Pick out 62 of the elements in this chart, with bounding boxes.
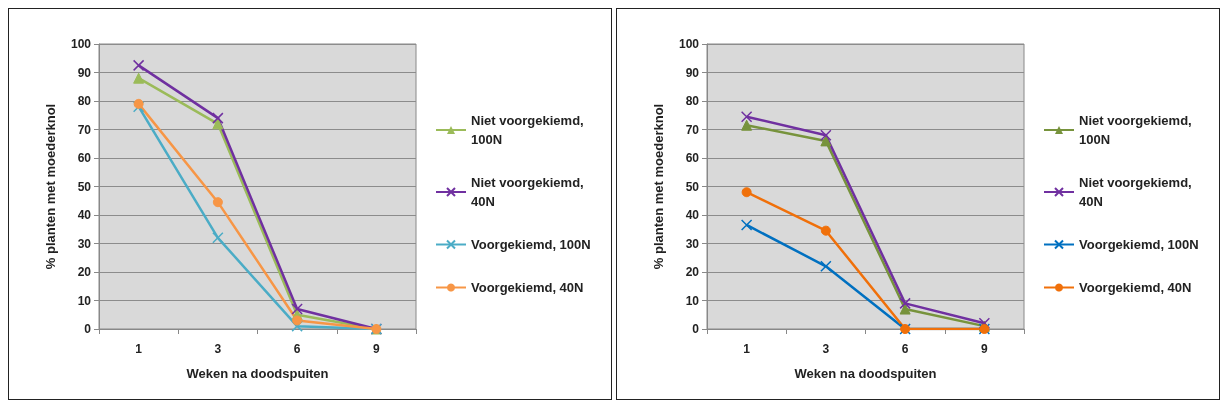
- legend-label: Voorgekiemd, 40N: [471, 280, 584, 295]
- x-tick-label: 6: [901, 342, 909, 356]
- y-tick-label: 90: [77, 65, 92, 80]
- point: [291, 303, 303, 315]
- legend-label: Niet voorgekiemd, 100N: [1079, 113, 1196, 147]
- y-tick-label: 30: [77, 236, 92, 251]
- y-tick-label: 100: [678, 37, 700, 51]
- x-tick-label: 9: [981, 342, 989, 356]
- y-tick-label: 60: [685, 151, 700, 165]
- point: [212, 118, 224, 130]
- point: [741, 187, 752, 198]
- y-tick-label: 70: [685, 122, 700, 137]
- x-tick-label: 9: [373, 342, 381, 356]
- y-tick-label: 10: [77, 293, 92, 308]
- y-tick-label: 10: [685, 293, 700, 308]
- x-axis-title: Weken na doodspuiten: [794, 366, 937, 381]
- legend-label: Niet voorgekiemd, 40N: [1079, 175, 1196, 209]
- y-tick-label: 40: [77, 208, 92, 222]
- y-tick-label: 100: [70, 37, 92, 51]
- y-tick-label: 50: [685, 179, 700, 194]
- point: [740, 219, 753, 231]
- point: [132, 59, 145, 72]
- y-axis-title: % planten met moederknol: [43, 103, 58, 270]
- legend-label: Voorgekiemd, 40N: [1079, 280, 1192, 295]
- x-tick-label: 1: [135, 342, 143, 356]
- x-tick-label: 3: [822, 342, 830, 356]
- y-tick-label: 60: [77, 151, 92, 165]
- x-tick-label: 3: [214, 342, 222, 356]
- legend-label: Voorgekiemd, 100N: [471, 237, 591, 252]
- point: [899, 297, 911, 310]
- point: [132, 100, 145, 113]
- y-axis-title: % planten met moederknol: [651, 103, 666, 270]
- x-axis-title: Weken na doodspuiten: [186, 366, 329, 381]
- point: [820, 260, 832, 273]
- x-tick-label: 6: [293, 342, 301, 356]
- y-tick-label: 70: [77, 122, 92, 137]
- point: [212, 232, 224, 244]
- y-tick-label: 20: [685, 265, 700, 279]
- point: [899, 303, 911, 315]
- point: [820, 129, 832, 141]
- point: [212, 197, 223, 208]
- point: [820, 225, 831, 236]
- point: [133, 72, 145, 84]
- x-tick-label: 1: [743, 342, 751, 356]
- point: [212, 112, 224, 124]
- point: [820, 135, 832, 147]
- y-tick-label: 80: [685, 94, 700, 108]
- point: [133, 98, 144, 109]
- legend-label: Niet voorgekiemd, 100N: [471, 113, 588, 147]
- y-tick-label: 0: [692, 322, 700, 336]
- y-tick-label: 80: [77, 94, 92, 108]
- y-tick-label: 90: [685, 65, 700, 80]
- y-tick-label: 20: [77, 265, 92, 279]
- y-tick-label: 40: [685, 208, 700, 222]
- point: [741, 119, 753, 131]
- y-tick-label: 50: [77, 179, 92, 194]
- point: [292, 315, 303, 326]
- point: [740, 110, 753, 123]
- legend-label: Niet voorgekiemd, 40N: [471, 175, 588, 209]
- y-tick-label: 0: [84, 322, 92, 336]
- y-tick-label: 30: [685, 236, 700, 251]
- legend-label: Voorgekiemd, 100N: [1079, 237, 1199, 252]
